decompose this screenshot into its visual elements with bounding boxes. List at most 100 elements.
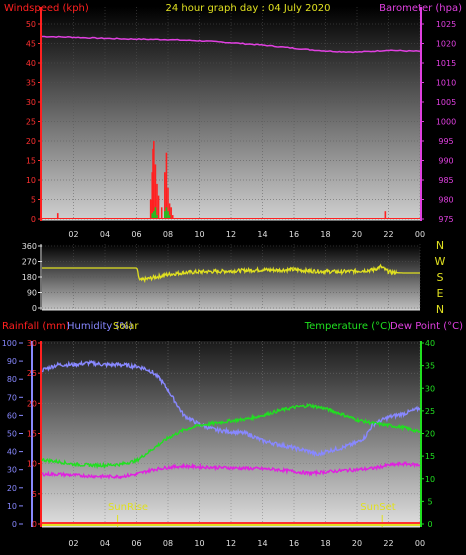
top-panel: 0510152025303540455097598098599099510001… xyxy=(4,3,462,239)
rainfall-tick-label: 20 xyxy=(27,399,37,408)
bottom-x-tick-label: 14 xyxy=(257,539,267,548)
windspeed-tick-label: 40 xyxy=(26,59,36,68)
bottom-x-tick-label: 08 xyxy=(163,539,173,548)
humidity-tick-label: 60 xyxy=(7,411,17,420)
sunrise-annotation: SunRise xyxy=(108,502,148,513)
windspeed-tick-label: 45 xyxy=(26,40,36,49)
rainfall-tick-label: 30 xyxy=(27,339,37,348)
temperature-legend-label: Temperature (°C) xyxy=(304,321,391,332)
temperature-tick-label: 40 xyxy=(425,339,435,348)
compass-label: S xyxy=(437,271,444,284)
windspeed-tick-label: 10 xyxy=(26,176,36,185)
windspeed-tick-label: 0 xyxy=(31,215,36,224)
windspeed-axis-label: Windspeed (kph) xyxy=(4,3,89,14)
rainfall-legend-label: Rainfall (mm) xyxy=(2,321,70,332)
top-x-tick-label: 06 xyxy=(131,230,141,239)
barometer-tick-label: 995 xyxy=(438,137,453,146)
rainfall-tick-label: 10 xyxy=(27,460,37,469)
direction-axes xyxy=(38,244,420,311)
direction-series xyxy=(42,263,420,284)
top-x-tick-label: 04 xyxy=(100,230,110,239)
bottom-axes xyxy=(19,341,424,528)
top-x-tick-label: 10 xyxy=(194,230,204,239)
temperature-tick-label: 35 xyxy=(425,362,435,371)
windspeed-tick-label: 15 xyxy=(26,157,36,166)
solar-legend-label: Solar xyxy=(113,321,139,332)
compass-label: W xyxy=(435,255,446,268)
bottom-panel: 0 10 20 30 40 50 60 70 80 90 100 0 5 10 15 20 25 30 0 5 10 15… xyxy=(2,321,463,548)
compass-label: N xyxy=(436,303,444,316)
top-series xyxy=(42,35,421,219)
barometer-tick-label: 1025 xyxy=(436,20,456,29)
humidity-tick-label: 40 xyxy=(7,448,17,457)
humidity-tick-label: 0 xyxy=(12,520,17,529)
direction-tick-labels: 0 90 180 270 360 xyxy=(22,242,37,313)
humidity-tick-label: 50 xyxy=(7,430,17,439)
barometer-tick-label: 1005 xyxy=(436,98,456,107)
top-x-tick-label: 12 xyxy=(226,230,236,239)
direction-tick-label: 180 xyxy=(22,273,37,282)
humidity-tick-label: 80 xyxy=(7,375,17,384)
temperature-tick-label: 5 xyxy=(427,497,432,506)
bottom-x-tick-label: 12 xyxy=(226,539,236,548)
bottom-x-tick-label: 16 xyxy=(289,539,299,548)
humidity-tick-label: 70 xyxy=(7,393,17,402)
temperature-tick-label: 0 xyxy=(427,520,432,529)
bottom-series xyxy=(41,359,421,527)
top-x-tick-label: 02 xyxy=(68,230,78,239)
top-chart-title: 24 hour graph day : 04 July 2020 xyxy=(165,3,330,14)
bottom-x-tick-label: 00 xyxy=(415,539,425,548)
barometer-tick-label: 1010 xyxy=(436,79,456,88)
barometer-tick-label: 975 xyxy=(438,215,453,224)
windspeed-tick-label: 25 xyxy=(26,118,36,127)
windspeed-tick-label: 50 xyxy=(26,20,36,29)
barometer-tick-label: 990 xyxy=(438,157,453,166)
windspeed-tick-label: 30 xyxy=(26,98,36,107)
humidity-legend-label: Humidity (%) xyxy=(67,321,133,332)
rainfall-tick-label: 0 xyxy=(32,520,37,529)
top-x-tick-label: 18 xyxy=(320,230,330,239)
bottom-x-tick-label: 22 xyxy=(383,539,393,548)
temperature-tick-label: 15 xyxy=(425,452,435,461)
top-x-tick-label: 00 xyxy=(415,230,425,239)
barometer-tick-label: 980 xyxy=(438,196,453,205)
compass-label: E xyxy=(437,287,444,300)
windspeed-tick-label: 20 xyxy=(26,137,36,146)
barometer-tick-label: 1020 xyxy=(436,40,456,49)
bottom-x-tick-label: 06 xyxy=(131,539,141,548)
humidity-tick-label: 90 xyxy=(7,357,17,366)
direction-grid xyxy=(42,244,421,310)
bottom-x-tick-label: 10 xyxy=(194,539,204,548)
direction-tick-label: 0 xyxy=(32,304,37,313)
direction-tick-label: 90 xyxy=(27,289,37,298)
sunset-annotation: SunSet xyxy=(360,502,396,513)
bottom-x-tick-label: 18 xyxy=(320,539,330,548)
windspeed-tick-label: 5 xyxy=(31,196,36,205)
humidity-tick-label: 30 xyxy=(7,466,17,475)
temperature-tick-label: 10 xyxy=(425,475,435,484)
barometer-tick-label: 1015 xyxy=(436,59,456,68)
top-x-tick-label: 16 xyxy=(289,230,299,239)
barometer-line xyxy=(42,35,421,54)
direction-tick-label: 360 xyxy=(22,242,37,251)
bottom-x-tick-label: 02 xyxy=(68,539,78,548)
temperature-tick-label: 25 xyxy=(425,407,435,416)
barometer-axis-label: Barometer (hpa) xyxy=(379,3,462,14)
dewpoint-line xyxy=(41,460,421,480)
rainfall-tick-label: 5 xyxy=(32,490,37,499)
rainfall-tick-label: 15 xyxy=(27,430,37,439)
temperature-line xyxy=(41,402,421,470)
direction-tick-label: 270 xyxy=(22,258,37,267)
dewpoint-legend-label: Dew Point (°C) xyxy=(390,321,463,332)
wind-direction-line xyxy=(42,263,420,284)
temperature-tick-label: 30 xyxy=(425,384,435,393)
humidity-tick-label: 20 xyxy=(7,484,17,493)
top-x-tick-label: 14 xyxy=(257,230,267,239)
humidity-line xyxy=(41,359,421,458)
barometer-tick-label: 985 xyxy=(438,176,453,185)
humidity-tick-label: 100 xyxy=(2,339,17,348)
barometer-tick-label: 1000 xyxy=(436,118,456,127)
top-x-tick-label: 20 xyxy=(352,230,362,239)
